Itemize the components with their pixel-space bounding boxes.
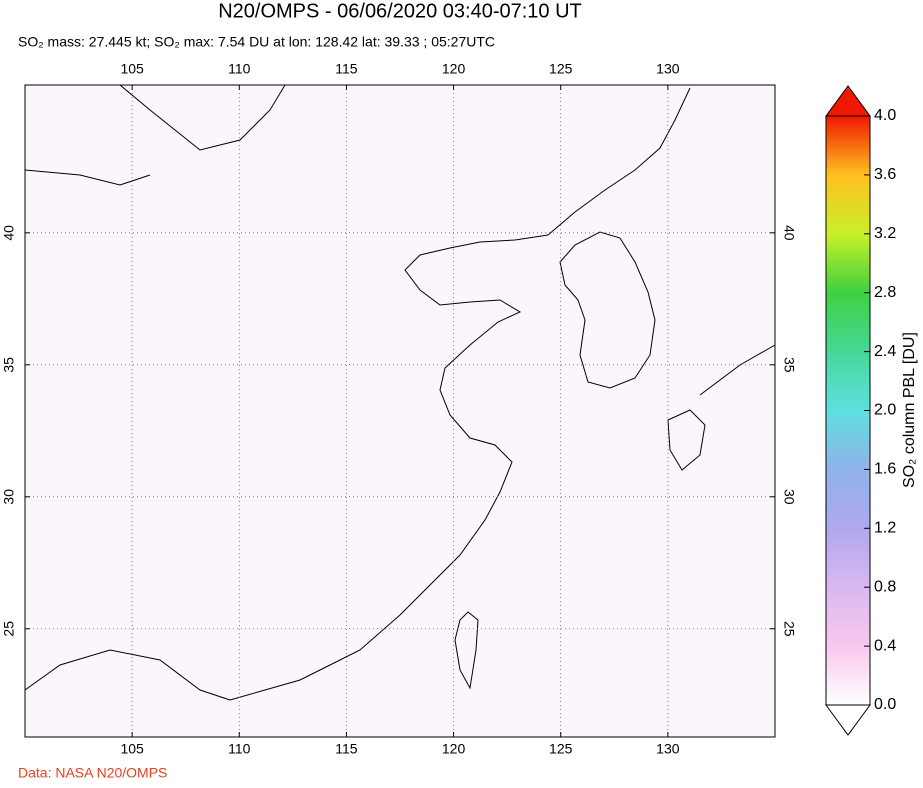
- colorbar-tick-label: 2.4: [874, 343, 896, 360]
- japan-coast: [119, 84, 776, 471]
- lat-label: 35: [1, 357, 17, 373]
- colorbar-tick-label: 4.0: [874, 107, 896, 124]
- map-frame: [24, 84, 776, 738]
- colorbar-tick-label: 0.8: [874, 578, 896, 595]
- colorbar: [825, 115, 871, 706]
- colorbar-min-arrow: [825, 704, 871, 736]
- lon-label: 105: [120, 61, 144, 77]
- colorbar-tick-label: 3.2: [874, 225, 896, 242]
- colorbar-tick-label: 1.2: [874, 520, 896, 537]
- lat-label: 30: [1, 489, 17, 505]
- lat-label: 25: [781, 621, 797, 637]
- lon-label: 115: [335, 741, 358, 757]
- colorbar-tick-label: 0.4: [874, 637, 896, 654]
- lon-label: 105: [120, 741, 144, 757]
- lat-label: 30: [781, 489, 797, 505]
- colorbar-tick-label: 2.8: [874, 284, 896, 301]
- lon-label: 125: [549, 61, 573, 77]
- lat-label: 40: [1, 225, 17, 241]
- lat-label: 40: [781, 225, 797, 241]
- colorbar-label: SO₂ column PBL [DU]: [901, 332, 918, 488]
- coastlines: [24, 84, 776, 701]
- title: N20/OMPS - 06/06/2020 03:40-07:10 UT: [218, 0, 582, 22]
- lon-label: 130: [656, 741, 680, 757]
- colorbar-tick-label: 1.6: [874, 461, 896, 478]
- graticule: [25, 85, 775, 737]
- china-coast: [229, 87, 691, 701]
- inland-boundary: [24, 169, 231, 701]
- credit: Data: NASA N20/OMPS: [18, 765, 167, 781]
- lon-label: 110: [228, 741, 251, 757]
- taiwan-coast: [454, 611, 479, 690]
- colorbar-tick-label: 2.0: [874, 402, 896, 419]
- colorbar-max-arrow: [825, 85, 871, 117]
- lon-label: 120: [442, 741, 466, 757]
- lon-label: 110: [228, 61, 251, 77]
- lat-label: 35: [781, 357, 797, 373]
- subtitle: SO₂ mass: 27.445 kt; SO₂ max: 7.54 DU at…: [18, 34, 495, 50]
- korea-coast: [559, 231, 656, 389]
- lon-label: 115: [335, 61, 358, 77]
- lat-label: 25: [1, 621, 17, 637]
- colorbar-tick-label: 3.6: [874, 166, 896, 183]
- colorbar-tick-label: 0.0: [874, 696, 896, 713]
- map-area: [25, 85, 775, 737]
- lon-label: 125: [549, 741, 573, 757]
- lon-label: 120: [442, 61, 466, 77]
- lon-label: 130: [656, 61, 680, 77]
